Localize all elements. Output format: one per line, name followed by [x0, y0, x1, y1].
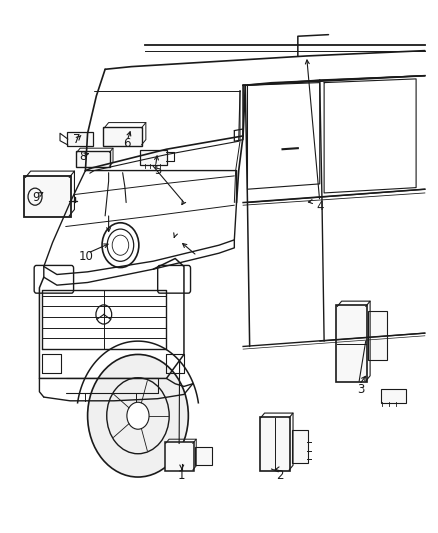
FancyBboxPatch shape	[140, 150, 167, 165]
Text: 5: 5	[154, 164, 161, 177]
FancyBboxPatch shape	[76, 151, 110, 167]
FancyBboxPatch shape	[67, 132, 93, 146]
Text: 9: 9	[32, 191, 40, 204]
FancyBboxPatch shape	[165, 442, 194, 471]
Text: 4: 4	[316, 200, 324, 213]
FancyBboxPatch shape	[336, 305, 367, 382]
FancyBboxPatch shape	[292, 430, 308, 463]
Text: 2: 2	[276, 469, 283, 482]
FancyBboxPatch shape	[381, 389, 406, 403]
Text: 3: 3	[358, 383, 365, 395]
FancyBboxPatch shape	[24, 176, 71, 217]
Circle shape	[88, 354, 188, 477]
Text: 6: 6	[123, 138, 131, 150]
Text: 8: 8	[80, 150, 87, 163]
Text: 1: 1	[178, 469, 186, 482]
Text: 10: 10	[78, 251, 93, 263]
Circle shape	[127, 402, 149, 429]
FancyBboxPatch shape	[260, 417, 290, 471]
FancyBboxPatch shape	[103, 127, 142, 146]
Text: 7: 7	[73, 133, 81, 146]
FancyBboxPatch shape	[195, 447, 212, 465]
FancyBboxPatch shape	[368, 311, 387, 360]
